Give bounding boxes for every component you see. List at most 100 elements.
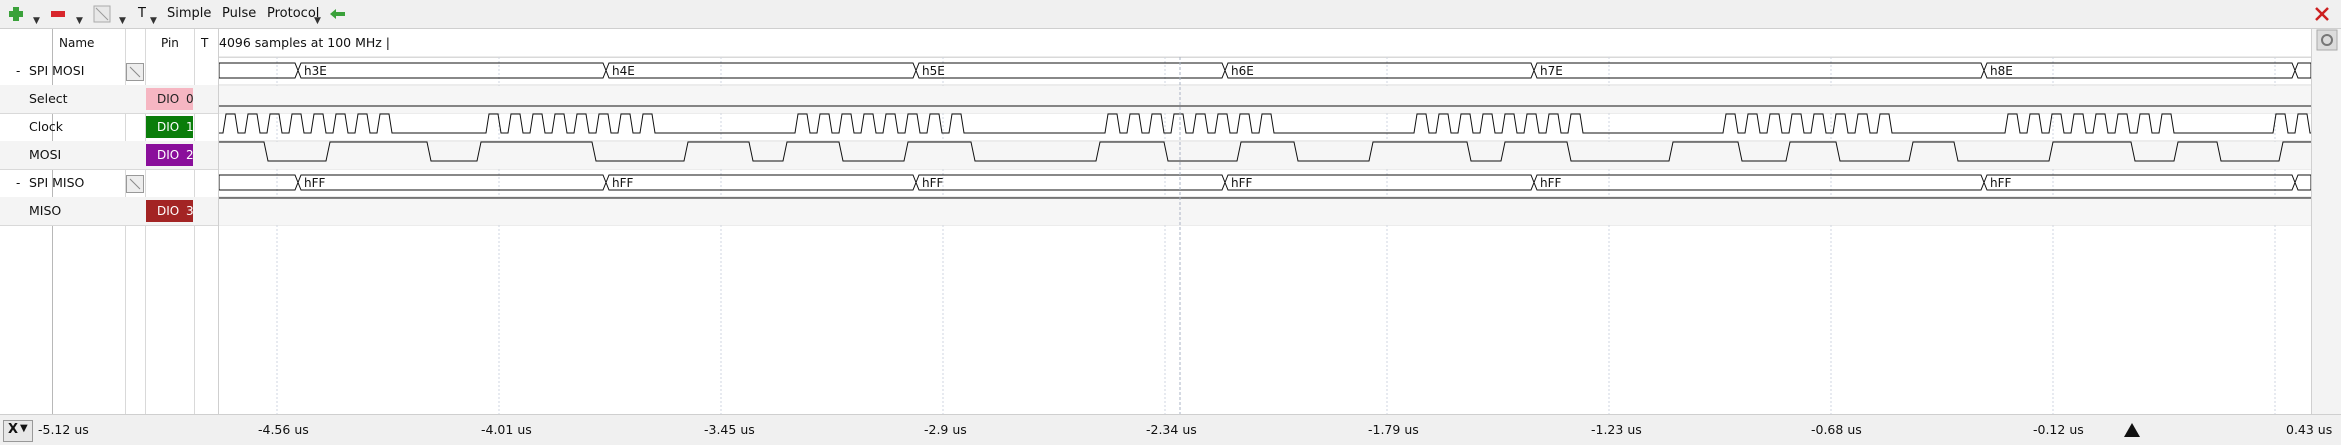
bus-segment [915,62,1226,79]
bus-value-label: hFF [922,176,944,190]
minus-icon[interactable] [48,4,68,24]
chevron-down-icon[interactable]: ▼ [119,16,126,26]
signal-row-spi-miso[interactable]: - SPI MISO [0,169,218,198]
signal-row-clock[interactable]: Clock DIO 1 [0,113,218,142]
bus-settings-icon[interactable] [126,175,144,193]
close-markers-button[interactable]: X ▼ [3,420,33,442]
bus-segment [1533,62,1985,79]
bus-segment [219,62,299,79]
close-markers-label: X [8,422,19,437]
bus-value-label: hFF [1231,176,1253,190]
collapse-toggle[interactable]: - [16,176,21,190]
time-tick-label: -0.68 us [1811,422,1862,437]
bus-segment [605,62,917,79]
pin-number: 0 [186,92,194,106]
signal-row-miso[interactable]: MISO DIO 3 [0,197,218,226]
time-tick-label: -0.12 us [2033,422,2084,437]
pin-badge[interactable]: DIO 0 [146,88,194,110]
time-tick-label: 0.43 us [2286,422,2333,437]
bus-value-label: h8E [1990,64,2013,78]
bus-settings-icon[interactable] [126,63,144,81]
bus-value-label: h4E [612,64,635,78]
edit-icon[interactable] [92,4,112,24]
t-column-header: T [201,36,209,50]
bus-value-label: h7E [1540,64,1563,78]
name-column-header: Name [59,36,95,50]
arrow-left-icon[interactable] [328,4,348,24]
trigger-marker-icon[interactable] [2124,423,2140,437]
waveform-canvas[interactable]: h3E h4E h5E h6E h7E h8E hFF hFF hFF hFF hFF hFF [219,29,2311,415]
bus-segment [605,174,917,191]
pin-label: DIO [157,204,180,218]
clock-waveform [219,113,2311,134]
bus-segment [1224,62,1535,79]
bus-segment [219,174,299,191]
waveform-area[interactable]: 4096 samples at 100 MHz | h3E h4E h5E h6E h7… [219,29,2311,415]
chevron-down-icon[interactable]: ▼ [33,16,40,26]
text-tool-button[interactable]: T [138,6,146,21]
pin-column-header: Pin [161,36,179,50]
time-tick-label: -4.56 us [258,422,309,437]
bus-value-label: h3E [304,64,327,78]
time-axis-bar: X ▼ -5.12 us -4.56 us -4.01 us -3.45 us -2.9… [0,414,2341,445]
plus-icon[interactable] [6,4,26,24]
sample-info-bar: 4096 samples at 100 MHz | [219,29,2311,58]
vertical-scrollbar[interactable] [2311,29,2341,415]
signal-name: MISO [29,203,62,218]
signal-name: MOSI [29,147,62,162]
pin-number: 2 [186,148,194,162]
bus-segment [297,62,607,79]
row-background [219,86,2311,113]
bus-segment [2294,62,2311,79]
bus-segment [1983,174,2296,191]
collapse-toggle[interactable]: - [16,64,21,78]
chevron-down-icon[interactable]: ▼ [150,16,157,26]
time-tick-label: -1.23 us [1591,422,1642,437]
pin-number: 3 [186,204,194,218]
bus-segment [1224,174,1535,191]
signal-name: SPI MOSI [29,63,85,78]
bus-value-label: hFF [612,176,634,190]
refresh-icon[interactable] [2316,29,2338,51]
signal-name-panel: Name Pin T - SPI MOSI Select DIO 0 Clock DIO 1 M… [0,29,219,415]
time-tick-label: -3.45 us [704,422,755,437]
sample-info-text: 4096 samples at 100 MHz | [219,35,391,50]
signal-row-spi-mosi[interactable]: - SPI MOSI [0,57,218,86]
pin-label: DIO [157,92,180,106]
signal-name: Select [29,91,68,106]
chevron-down-icon[interactable]: ▼ [314,16,321,26]
bus-segment [2294,174,2311,191]
time-tick-label: -5.12 us [38,422,89,437]
bus-value-label: hFF [1540,176,1562,190]
pin-badge[interactable]: DIO 1 [146,116,194,138]
time-tick-label: -4.01 us [481,422,532,437]
protocol-button[interactable]: Protocol [267,6,320,21]
bus-segment [1533,174,1985,191]
toolbar: ▼ ▼ ▼ T ▼ Simple Pulse Protocol ▼ [0,0,2341,28]
time-tick-label: -2.34 us [1146,422,1197,437]
signal-name: Clock [29,119,63,134]
signal-name: SPI MISO [29,175,85,190]
signal-row-mosi[interactable]: MOSI DIO 2 [0,141,218,170]
bus-value-label: h5E [922,64,945,78]
time-tick-label: -2.9 us [924,422,967,437]
chevron-down-icon: ▼ [20,423,28,434]
bus-segment [297,174,607,191]
time-tick-label: -1.79 us [1368,422,1419,437]
chevron-down-icon[interactable]: ▼ [76,16,83,26]
pin-number: 1 [186,120,194,134]
bus-value-label: hFF [304,176,326,190]
bus-value-label: hFF [1990,176,2012,190]
close-icon[interactable] [2312,4,2332,24]
bus-segment [1983,62,2296,79]
bus-value-label: h6E [1231,64,1254,78]
pin-badge[interactable]: DIO 2 [146,144,194,166]
bus-segment [915,174,1226,191]
workspace: Name Pin T - SPI MOSI Select DIO 0 Clock DIO 1 M… [0,28,2341,415]
signal-row-select[interactable]: Select DIO 0 [0,85,218,114]
pin-badge[interactable]: DIO 3 [146,200,194,222]
mosi-waveform [219,141,2311,162]
pulse-button[interactable]: Pulse [222,6,257,21]
row-background [219,198,2311,225]
simple-button[interactable]: Simple [167,6,212,21]
